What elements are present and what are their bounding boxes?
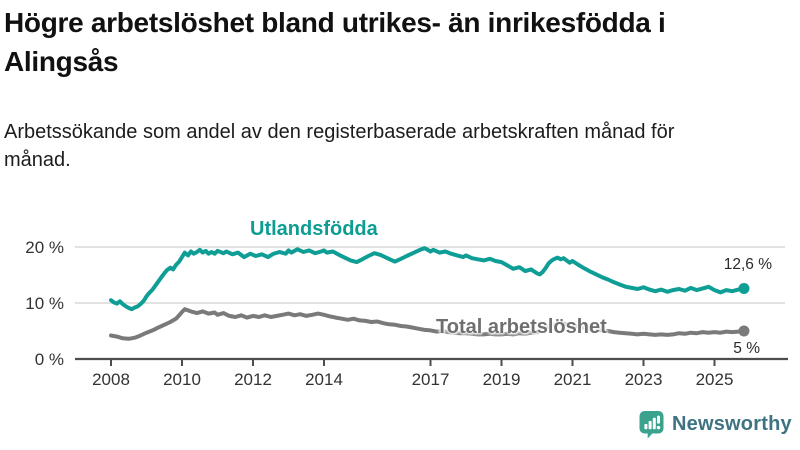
y-tick-label: 20 % [25, 238, 64, 257]
page-title: Högre arbetslöshet bland utrikes- än inr… [4, 7, 666, 77]
x-tick-label: 2014 [305, 370, 343, 389]
chart-subtitle: Arbetssökande som andel av den registerb… [4, 121, 675, 172]
newsworthy-brand[interactable]: Newsworthy [638, 410, 792, 439]
x-tick-label: 2017 [412, 370, 450, 389]
series-line-utlandsf-dda [109, 246, 746, 312]
x-tick-label: 2025 [696, 370, 734, 389]
series-line-total-arbetsl-shet [109, 307, 746, 341]
newsworthy-logo-icon [639, 411, 664, 439]
x-tick-label: 2010 [163, 370, 201, 389]
line-chart: 20 % 10 % 0 % 2008 2010 2012 2014 2017 2019 2021 2… [25, 238, 788, 389]
x-tick-label: 2008 [92, 370, 130, 389]
x-tick-label: 2021 [554, 370, 592, 389]
series-label-total-arbetsloshet: Total arbetslöshet [436, 316, 607, 338]
y-tick-label: 0 % [35, 350, 64, 369]
y-tick-label: 10 % [25, 294, 64, 313]
x-tick-label: 2023 [625, 370, 663, 389]
x-tick-label: 2019 [483, 370, 521, 389]
newsworthy-wordmark: Newsworthy [672, 413, 792, 435]
x-tick-label: 2012 [234, 370, 272, 389]
series-end-dot-utlandsf-dda [738, 282, 750, 294]
end-value-total-arbetsloshet: 5 % [733, 340, 760, 357]
series-end-dot-total-arbetsl-shet [738, 325, 750, 337]
series-label-utlandsfodda: Utlandsfödda [250, 218, 378, 240]
end-value-utlandsfodda: 12,6 % [723, 256, 772, 273]
